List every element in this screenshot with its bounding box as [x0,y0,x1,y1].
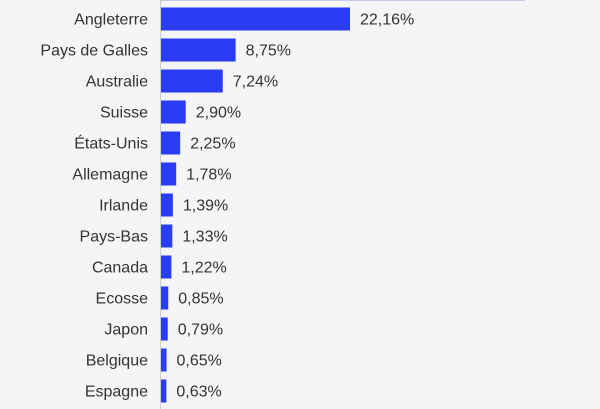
bar-marks: Angleterre 22,16% Pays de Galles 8,75% Austr… [40,7,414,403]
bar-1 [161,38,236,62]
category-label-7: Pays-Bas [80,229,148,246]
value-label-10: 0,79% [178,322,223,339]
category-label-11: Belgique [86,353,148,370]
category-label-2: Australie [86,74,148,91]
category-label-6: Irlande [99,198,148,215]
bar-12 [161,379,167,403]
value-label-12: 0,63% [176,384,221,401]
category-label-8: Canada [92,260,148,277]
value-label-9: 0,85% [178,291,223,308]
bar-7 [161,224,173,248]
bar-5 [161,162,177,186]
value-label-4: 2,25% [190,136,235,153]
bar-3 [161,100,186,124]
category-label-1: Pays de Galles [40,43,148,60]
value-label-6: 1,39% [183,198,228,215]
value-label-8: 1,22% [181,260,226,277]
value-label-2: 7,24% [233,74,278,91]
bar-4 [161,131,181,155]
bar-6 [161,193,173,217]
category-label-12: Espagne [85,384,148,401]
bar-9 [161,286,169,310]
category-label-4: États-Unis [74,134,148,153]
category-label-0: Angleterre [74,12,148,29]
bar-11 [161,348,167,372]
value-label-5: 1,78% [186,167,231,184]
value-label-1: 8,75% [246,43,291,60]
bar-10 [161,317,168,341]
value-label-3: 2,90% [196,105,241,122]
bar-0 [161,7,350,31]
value-label-0: 22,16% [360,12,414,29]
bar-8 [161,255,172,279]
bar-2 [161,69,223,93]
category-label-9: Ecosse [96,291,149,308]
value-label-11: 0,65% [177,353,222,370]
value-label-7: 1,33% [182,229,227,246]
category-label-10: Japon [104,322,148,339]
category-label-3: Suisse [100,105,148,122]
category-label-5: Allemagne [72,167,148,184]
